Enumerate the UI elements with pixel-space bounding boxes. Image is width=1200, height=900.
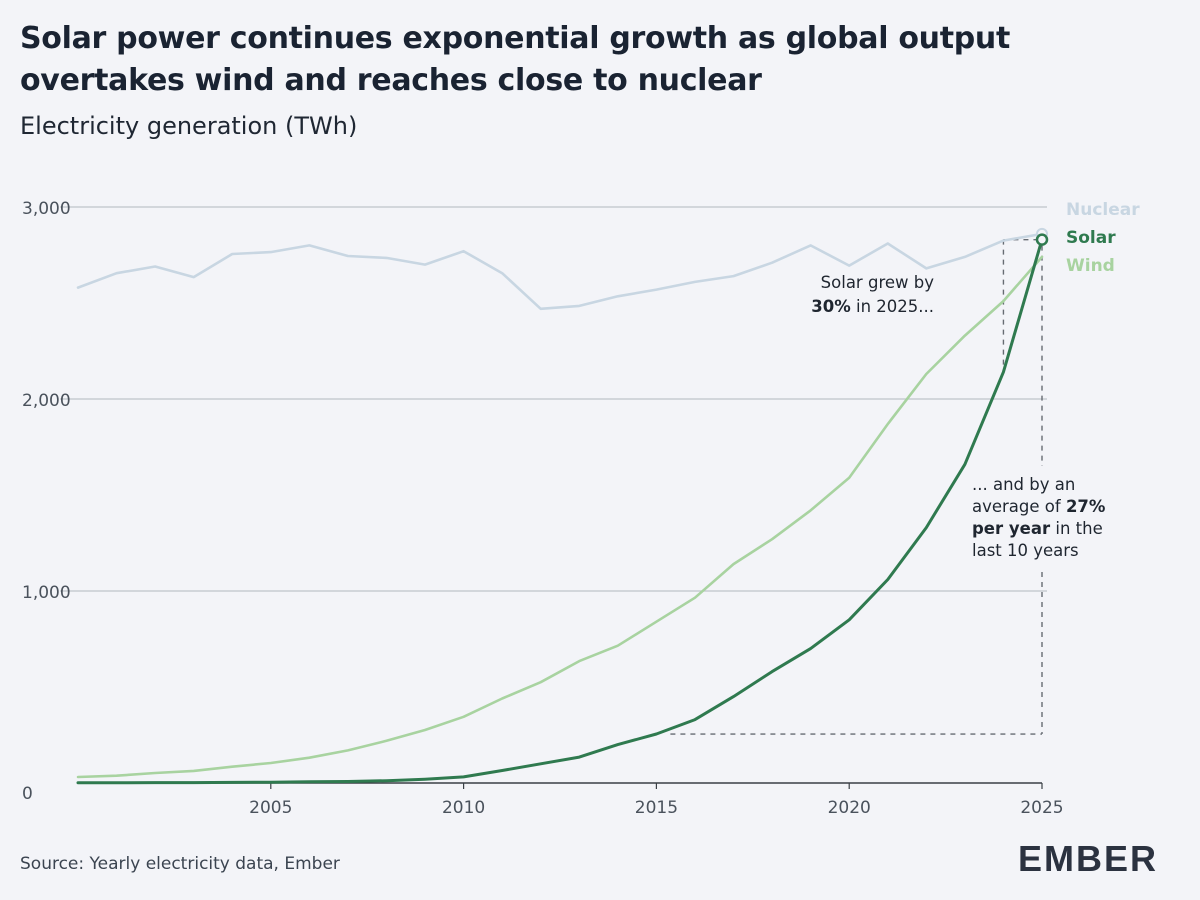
series-label-solar: Solar <box>1066 228 1116 248</box>
annotation-solar-growth-10yr-line: per year in the <box>972 519 1103 538</box>
x-tick-label: 2025 <box>1020 798 1063 818</box>
y-tick-label: 2,000 <box>22 391 71 411</box>
annotation-solar-growth-10yr-line: average of 27% <box>972 497 1106 516</box>
series-line-wind <box>76 255 1044 779</box>
x-tick-label: 2010 <box>442 798 485 818</box>
chart-title: Solar power continues exponential growth… <box>20 21 1011 98</box>
series-line-nuclear <box>76 232 1044 311</box>
solar-end-marker <box>1035 233 1049 246</box>
annotation-solar-growth-10yr-line: last 10 years <box>972 541 1079 560</box>
y-tick-label: 3,000 <box>22 199 71 219</box>
series-line-solar <box>76 238 1044 785</box>
y-tick-label: 0 <box>22 784 33 804</box>
x-tick-label: 2005 <box>249 798 292 818</box>
y-tick-label: 1,000 <box>22 583 71 603</box>
annotation-solar-growth-10yr-line: ... and by an <box>972 475 1075 494</box>
source-note: Source: Yearly electricity data, Ember <box>20 854 340 874</box>
series-label-wind: Wind <box>1066 256 1115 276</box>
annotation-solar-growth-2025-line: 30% in 2025... <box>811 297 934 316</box>
x-tick-label: 2015 <box>635 798 678 818</box>
x-tick-label: 2020 <box>828 798 871 818</box>
annotation-solar-growth-2025-line: Solar grew by <box>821 273 935 292</box>
chart-subtitle: Electricity generation (TWh) <box>20 112 358 140</box>
ember-logo: EMBER <box>1018 838 1159 879</box>
series-label-nuclear: Nuclear <box>1066 200 1140 220</box>
